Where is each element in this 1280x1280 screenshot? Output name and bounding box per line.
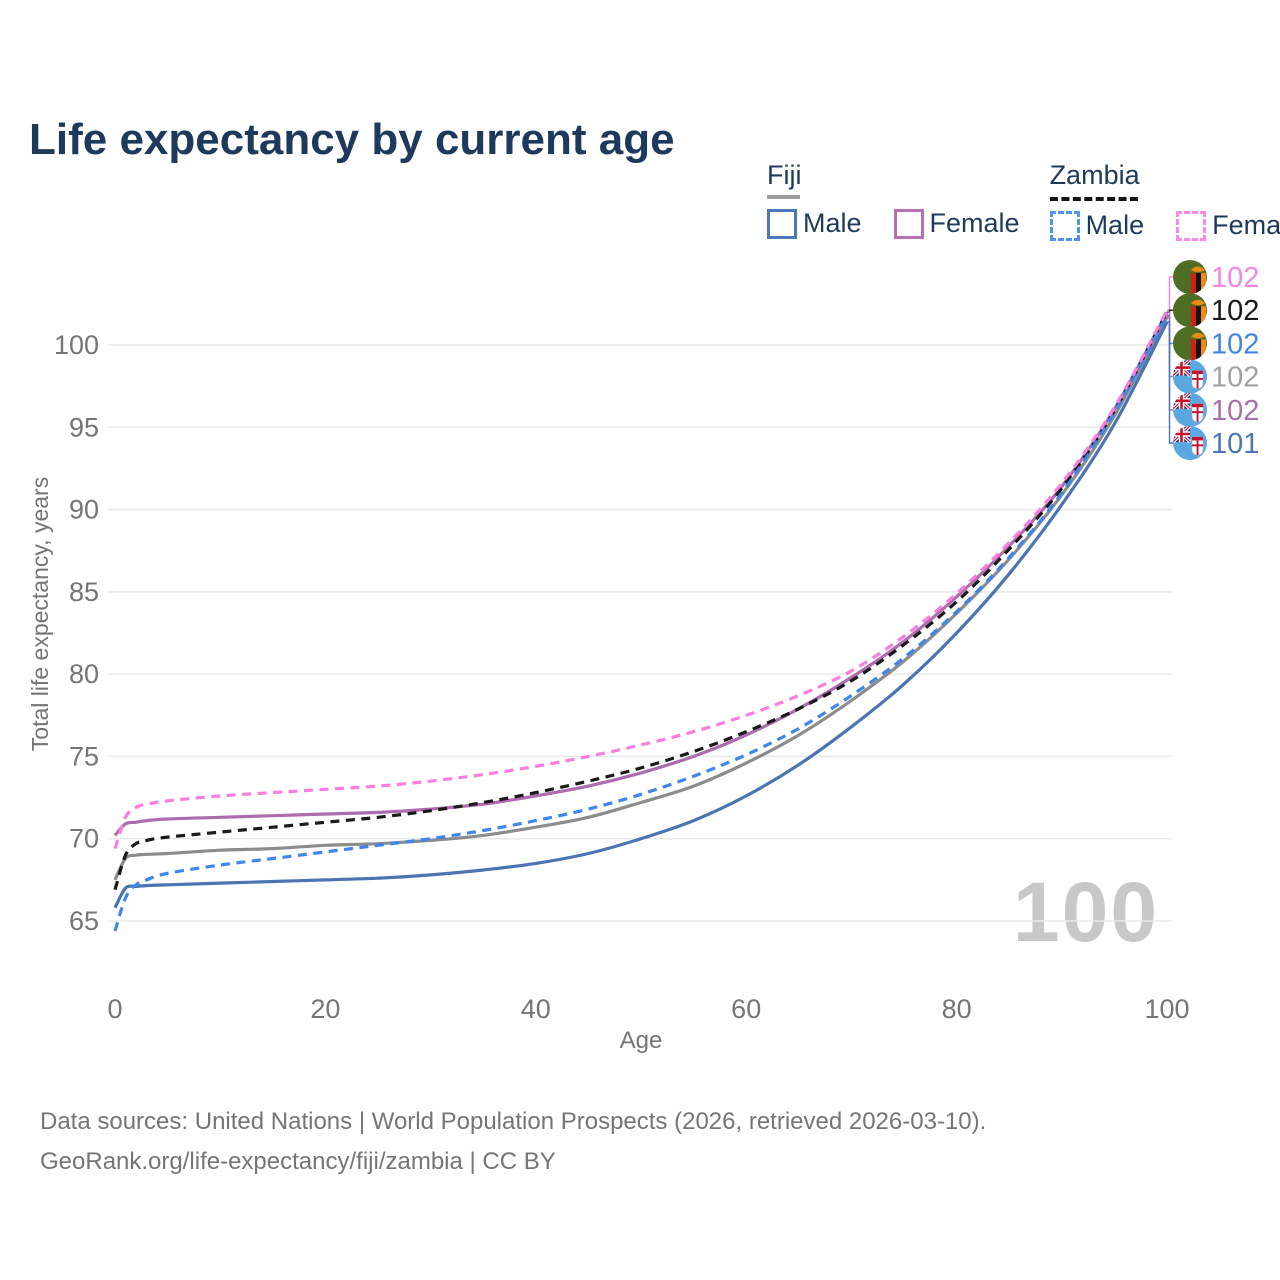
end-value-label-zambia-both: 102	[1211, 295, 1259, 327]
x-tick-label-100: 100	[1144, 994, 1189, 1024]
y-tick-label-90: 90	[69, 495, 99, 525]
zambia-male-swatch-icon	[1049, 210, 1080, 241]
y-axis-title: Total life expectancy, years	[27, 477, 53, 751]
zambia-dashed-line-sample	[1049, 197, 1138, 201]
data-sources-line: Data sources: United Nations | World Pop…	[40, 1108, 987, 1135]
legend-group-zambia: Zambia Male Female	[1049, 160, 1280, 241]
chart-legend: Fiji Male Female Zambia Male Female	[767, 160, 1280, 241]
y-tick-label-85: 85	[69, 577, 99, 607]
zambia-female-swatch-icon	[1176, 210, 1207, 241]
fiji-flag-icon	[1173, 360, 1207, 394]
end-value-label-fiji-female: 102	[1211, 395, 1259, 427]
y-tick-label-95: 95	[69, 412, 99, 442]
attribution-line: GeoRank.org/life-expectancy/fiji/zambia …	[40, 1148, 556, 1175]
legend-item-fiji-male[interactable]: Male	[767, 208, 862, 239]
leader-line-fiji-female	[1167, 311, 1174, 411]
leader-line-fiji-both	[1167, 316, 1174, 378]
end-value-label-fiji-male: 101	[1211, 428, 1259, 460]
series-line-zambia-both[interactable]	[113, 311, 1169, 891]
x-tick-label-40: 40	[521, 994, 551, 1024]
y-tick-label-70: 70	[69, 824, 99, 854]
page-title: Life expectancy by current age	[29, 115, 675, 165]
legend-item-label: Female	[929, 208, 1020, 238]
x-tick-label-20: 20	[310, 994, 340, 1024]
y-tick-label-80: 80	[69, 659, 99, 689]
y-tick-label-75: 75	[69, 741, 99, 771]
x-tick-label-80: 80	[942, 994, 972, 1024]
legend-group-label-fiji[interactable]: Fiji	[767, 160, 802, 190]
zambia-flag-icon	[1173, 293, 1207, 327]
legend-group-label-zambia[interactable]: Zambia	[1049, 160, 1140, 190]
fiji-solid-line-sample	[767, 195, 800, 199]
leader-line-zambia-female	[1167, 276, 1174, 312]
legend-item-fiji-female[interactable]: Female	[893, 208, 1020, 239]
zambia-flag-icon	[1173, 260, 1207, 294]
fiji-female-swatch-icon	[893, 208, 924, 239]
leader-line-fiji-male	[1167, 321, 1174, 444]
legend-item-label: Male	[1085, 210, 1145, 240]
fiji-flag-icon	[1173, 393, 1207, 427]
x-tick-label-0: 0	[107, 994, 122, 1024]
legend-item-label: Female	[1212, 210, 1280, 240]
series-line-zambia-female[interactable]	[113, 309, 1169, 850]
y-tick-label-100: 100	[54, 330, 99, 360]
legend-group-fiji: Fiji Male Female	[767, 160, 1020, 241]
chart-footer: Data sources: United Nations | World Pop…	[40, 1102, 986, 1182]
series-line-fiji-male[interactable]	[113, 321, 1169, 909]
series-line-fiji-female[interactable]	[113, 311, 1169, 837]
x-axis-title: Age	[620, 1027, 663, 1054]
series-line-zambia-male[interactable]	[113, 314, 1169, 932]
legend-item-zambia-female[interactable]: Female	[1176, 210, 1280, 241]
zambia-flag-icon	[1173, 326, 1207, 360]
fiji-male-swatch-icon	[767, 208, 797, 239]
end-value-label-zambia-female: 102	[1211, 262, 1259, 294]
fiji-flag-icon	[1173, 426, 1207, 460]
end-value-label-zambia-male: 102	[1211, 328, 1259, 360]
y-tick-label-65: 65	[69, 906, 99, 936]
legend-item-zambia-male[interactable]: Male	[1049, 210, 1145, 241]
age-watermark: 100	[1013, 865, 1159, 959]
end-value-label-fiji-both: 102	[1211, 362, 1259, 394]
leader-line-zambia-male	[1167, 314, 1174, 345]
x-tick-label-60: 60	[731, 994, 761, 1024]
legend-item-label: Male	[803, 208, 862, 238]
series-line-fiji-both[interactable]	[113, 316, 1169, 881]
